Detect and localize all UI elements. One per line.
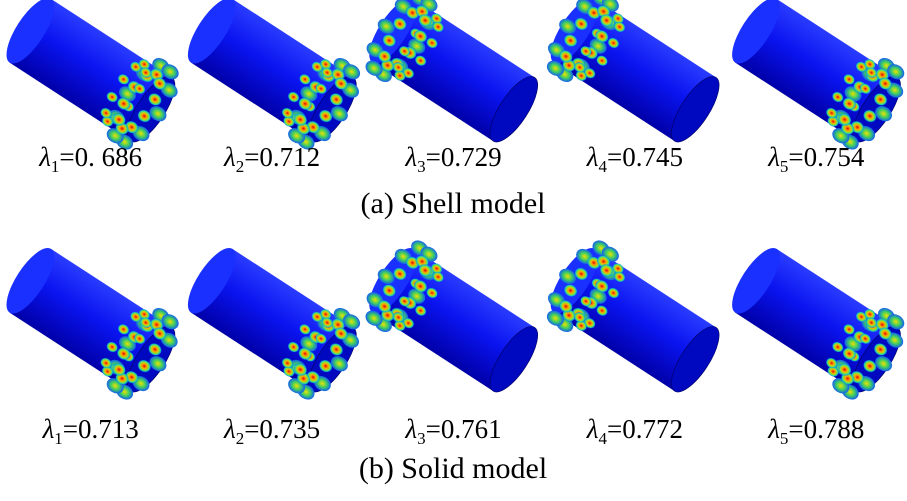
mode-shape [0, 232, 192, 409]
mode-shape [352, 0, 552, 158]
mode-index: 2 [236, 429, 245, 448]
eigenvalue-label: λ2=0.712 [223, 142, 320, 176]
mode-index: 3 [417, 429, 426, 448]
mode-index: 5 [780, 429, 789, 448]
mode-index: 1 [54, 429, 63, 448]
eigenvalue-label: λ5=0.754 [767, 142, 865, 176]
mode-shape [173, 232, 373, 409]
mode-shape [352, 230, 552, 407]
eigenvalue-label: λ2=0.735 [223, 414, 320, 448]
lambda-symbol: λ [767, 414, 780, 444]
panel-caption: (a) Shell model [361, 187, 546, 220]
lambda-symbol: λ [586, 142, 599, 172]
mode-index: 3 [417, 157, 426, 176]
eigenvalue: =0.735 [244, 414, 320, 444]
mode-index: 5 [780, 157, 789, 176]
panel-caption: (b) Solid model [359, 452, 547, 485]
eigenvalue-label: λ1=0. 686 [38, 142, 142, 176]
mode-shape [533, 230, 733, 407]
eigenvalue: =0.713 [63, 414, 139, 444]
eigenvalue-label: λ4=0.772 [586, 414, 683, 448]
eigenvalue: =0. 686 [59, 142, 142, 172]
lambda-symbol: λ [586, 414, 599, 444]
mode-shape [718, 232, 907, 409]
eigenvalue-label: λ3=0.761 [404, 414, 501, 448]
lambda-symbol: λ [404, 142, 417, 172]
eigenvalue-label: λ1=0.713 [42, 414, 139, 448]
eigenvalue: =0.761 [426, 414, 502, 444]
mode-shape [173, 0, 373, 160]
eigenvalue-label: λ3=0.729 [404, 142, 501, 176]
mode-index: 1 [51, 157, 60, 176]
eigenvalue: =0.788 [788, 414, 864, 444]
mode-shape [0, 0, 192, 160]
lambda-symbol: λ [404, 414, 417, 444]
eigenvalue: =0.712 [244, 142, 320, 172]
mode-shape [718, 0, 907, 160]
lambda-symbol: λ [42, 414, 55, 444]
figure: λ1=0. 686λ2=0.712λ3=0.729λ4=0.745λ5=0.75… [0, 0, 907, 501]
eigenvalue: =0.772 [607, 414, 683, 444]
eigenvalue: =0.745 [607, 142, 683, 172]
lambda-symbol: λ [223, 142, 236, 172]
eigenvalue-label: λ5=0.788 [767, 414, 864, 448]
mode-shape [533, 0, 733, 158]
eigenvalue: =0.729 [426, 142, 502, 172]
mode-index: 2 [236, 157, 245, 176]
eigenvalue-label: λ4=0.745 [586, 142, 683, 176]
eigenvalue: =0.754 [788, 142, 864, 172]
lambda-symbol: λ [223, 414, 236, 444]
lambda-symbol: λ [767, 142, 780, 172]
lambda-symbol: λ [38, 142, 51, 172]
